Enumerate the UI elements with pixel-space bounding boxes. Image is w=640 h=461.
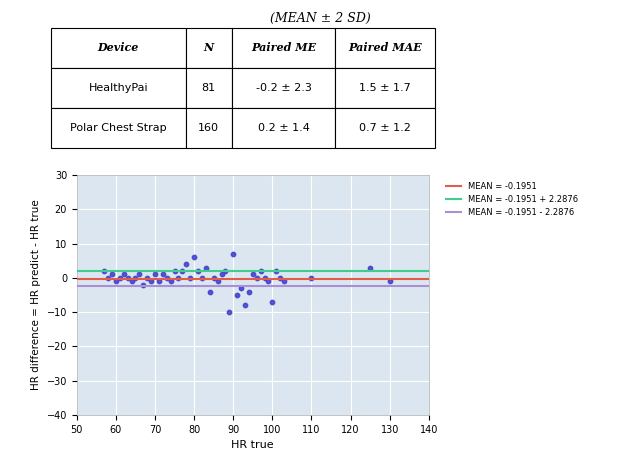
Point: [157, 271, 168, 278]
Point: [189, 254, 199, 261]
Point: [201, 264, 211, 272]
Point: [162, 274, 172, 282]
Y-axis label: HR difference = HR predict - HR true: HR difference = HR predict - HR true: [31, 200, 41, 390]
Point: [244, 288, 254, 296]
Point: [150, 271, 160, 278]
Point: [181, 260, 191, 268]
Point: [115, 274, 125, 282]
Point: [275, 274, 285, 282]
Point: [232, 291, 243, 299]
Point: [224, 308, 234, 316]
Point: [385, 278, 395, 285]
Point: [259, 274, 269, 282]
Point: [166, 278, 176, 285]
Point: [146, 278, 156, 285]
Point: [193, 267, 203, 275]
Point: [252, 274, 262, 282]
Point: [122, 274, 132, 282]
Point: [205, 288, 215, 296]
Point: [142, 274, 152, 282]
Point: [197, 274, 207, 282]
Legend: MEAN = -0.1951, MEAN = -0.1951 + 2.2876, MEAN = -0.1951 - 2.2876: MEAN = -0.1951, MEAN = -0.1951 + 2.2876,…: [444, 179, 580, 220]
Point: [154, 278, 164, 285]
Point: [170, 267, 180, 275]
Point: [240, 301, 250, 309]
Point: [127, 278, 137, 285]
X-axis label: HR true: HR true: [232, 440, 274, 450]
Point: [185, 274, 195, 282]
Point: [268, 298, 278, 306]
Point: [220, 267, 230, 275]
Point: [236, 284, 246, 292]
Point: [177, 267, 188, 275]
Point: [118, 271, 129, 278]
Point: [255, 267, 266, 275]
Text: (MEAN ± 2 SD): (MEAN ± 2 SD): [269, 12, 371, 24]
Point: [307, 274, 317, 282]
Point: [212, 278, 223, 285]
Point: [138, 281, 148, 289]
Point: [263, 278, 273, 285]
Point: [173, 274, 184, 282]
Point: [365, 264, 375, 272]
Point: [103, 274, 113, 282]
Point: [111, 278, 121, 285]
Point: [134, 271, 145, 278]
Point: [216, 271, 227, 278]
Point: [228, 250, 238, 258]
Point: [209, 274, 219, 282]
Point: [279, 278, 289, 285]
Point: [131, 274, 141, 282]
Point: [107, 271, 117, 278]
Point: [99, 267, 109, 275]
Point: [271, 267, 282, 275]
Point: [248, 271, 258, 278]
